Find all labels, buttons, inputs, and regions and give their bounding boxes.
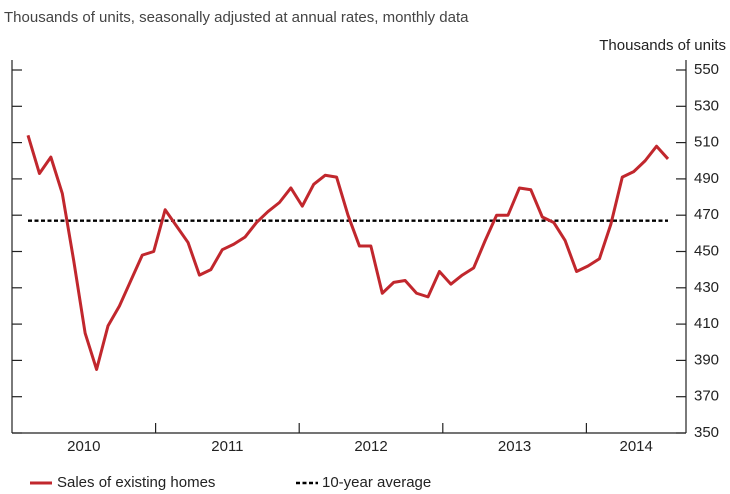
y-tick-label: 490	[694, 170, 719, 187]
y-tick-label: 410	[694, 315, 719, 332]
y-tick-label: 390	[694, 351, 719, 368]
x-tick-label: 2014	[620, 438, 653, 455]
y-tick-label: 530	[694, 97, 719, 114]
x-tick-label: 2011	[211, 438, 243, 455]
y-axis-label: Thousands of units	[599, 37, 726, 54]
chart-subtitle: Thousands of units, seasonally adjusted …	[4, 9, 469, 26]
y-tick-label: 510	[694, 134, 719, 151]
y-tick-label: 350	[694, 424, 719, 441]
x-tick-label: 2012	[354, 438, 387, 455]
data-line	[26, 134, 670, 371]
legend-label: 10-year average	[322, 474, 431, 491]
y-tick-label: 550	[694, 61, 719, 78]
legend-label: Sales of existing homes	[57, 474, 215, 491]
y-tick-label: 370	[694, 388, 719, 405]
y-tick-label: 430	[694, 279, 719, 296]
y-tick-label: 450	[694, 242, 719, 259]
x-tick-label: 2010	[67, 438, 100, 455]
y-tick-label: 470	[694, 206, 719, 223]
x-tick-label: 2013	[498, 438, 531, 455]
